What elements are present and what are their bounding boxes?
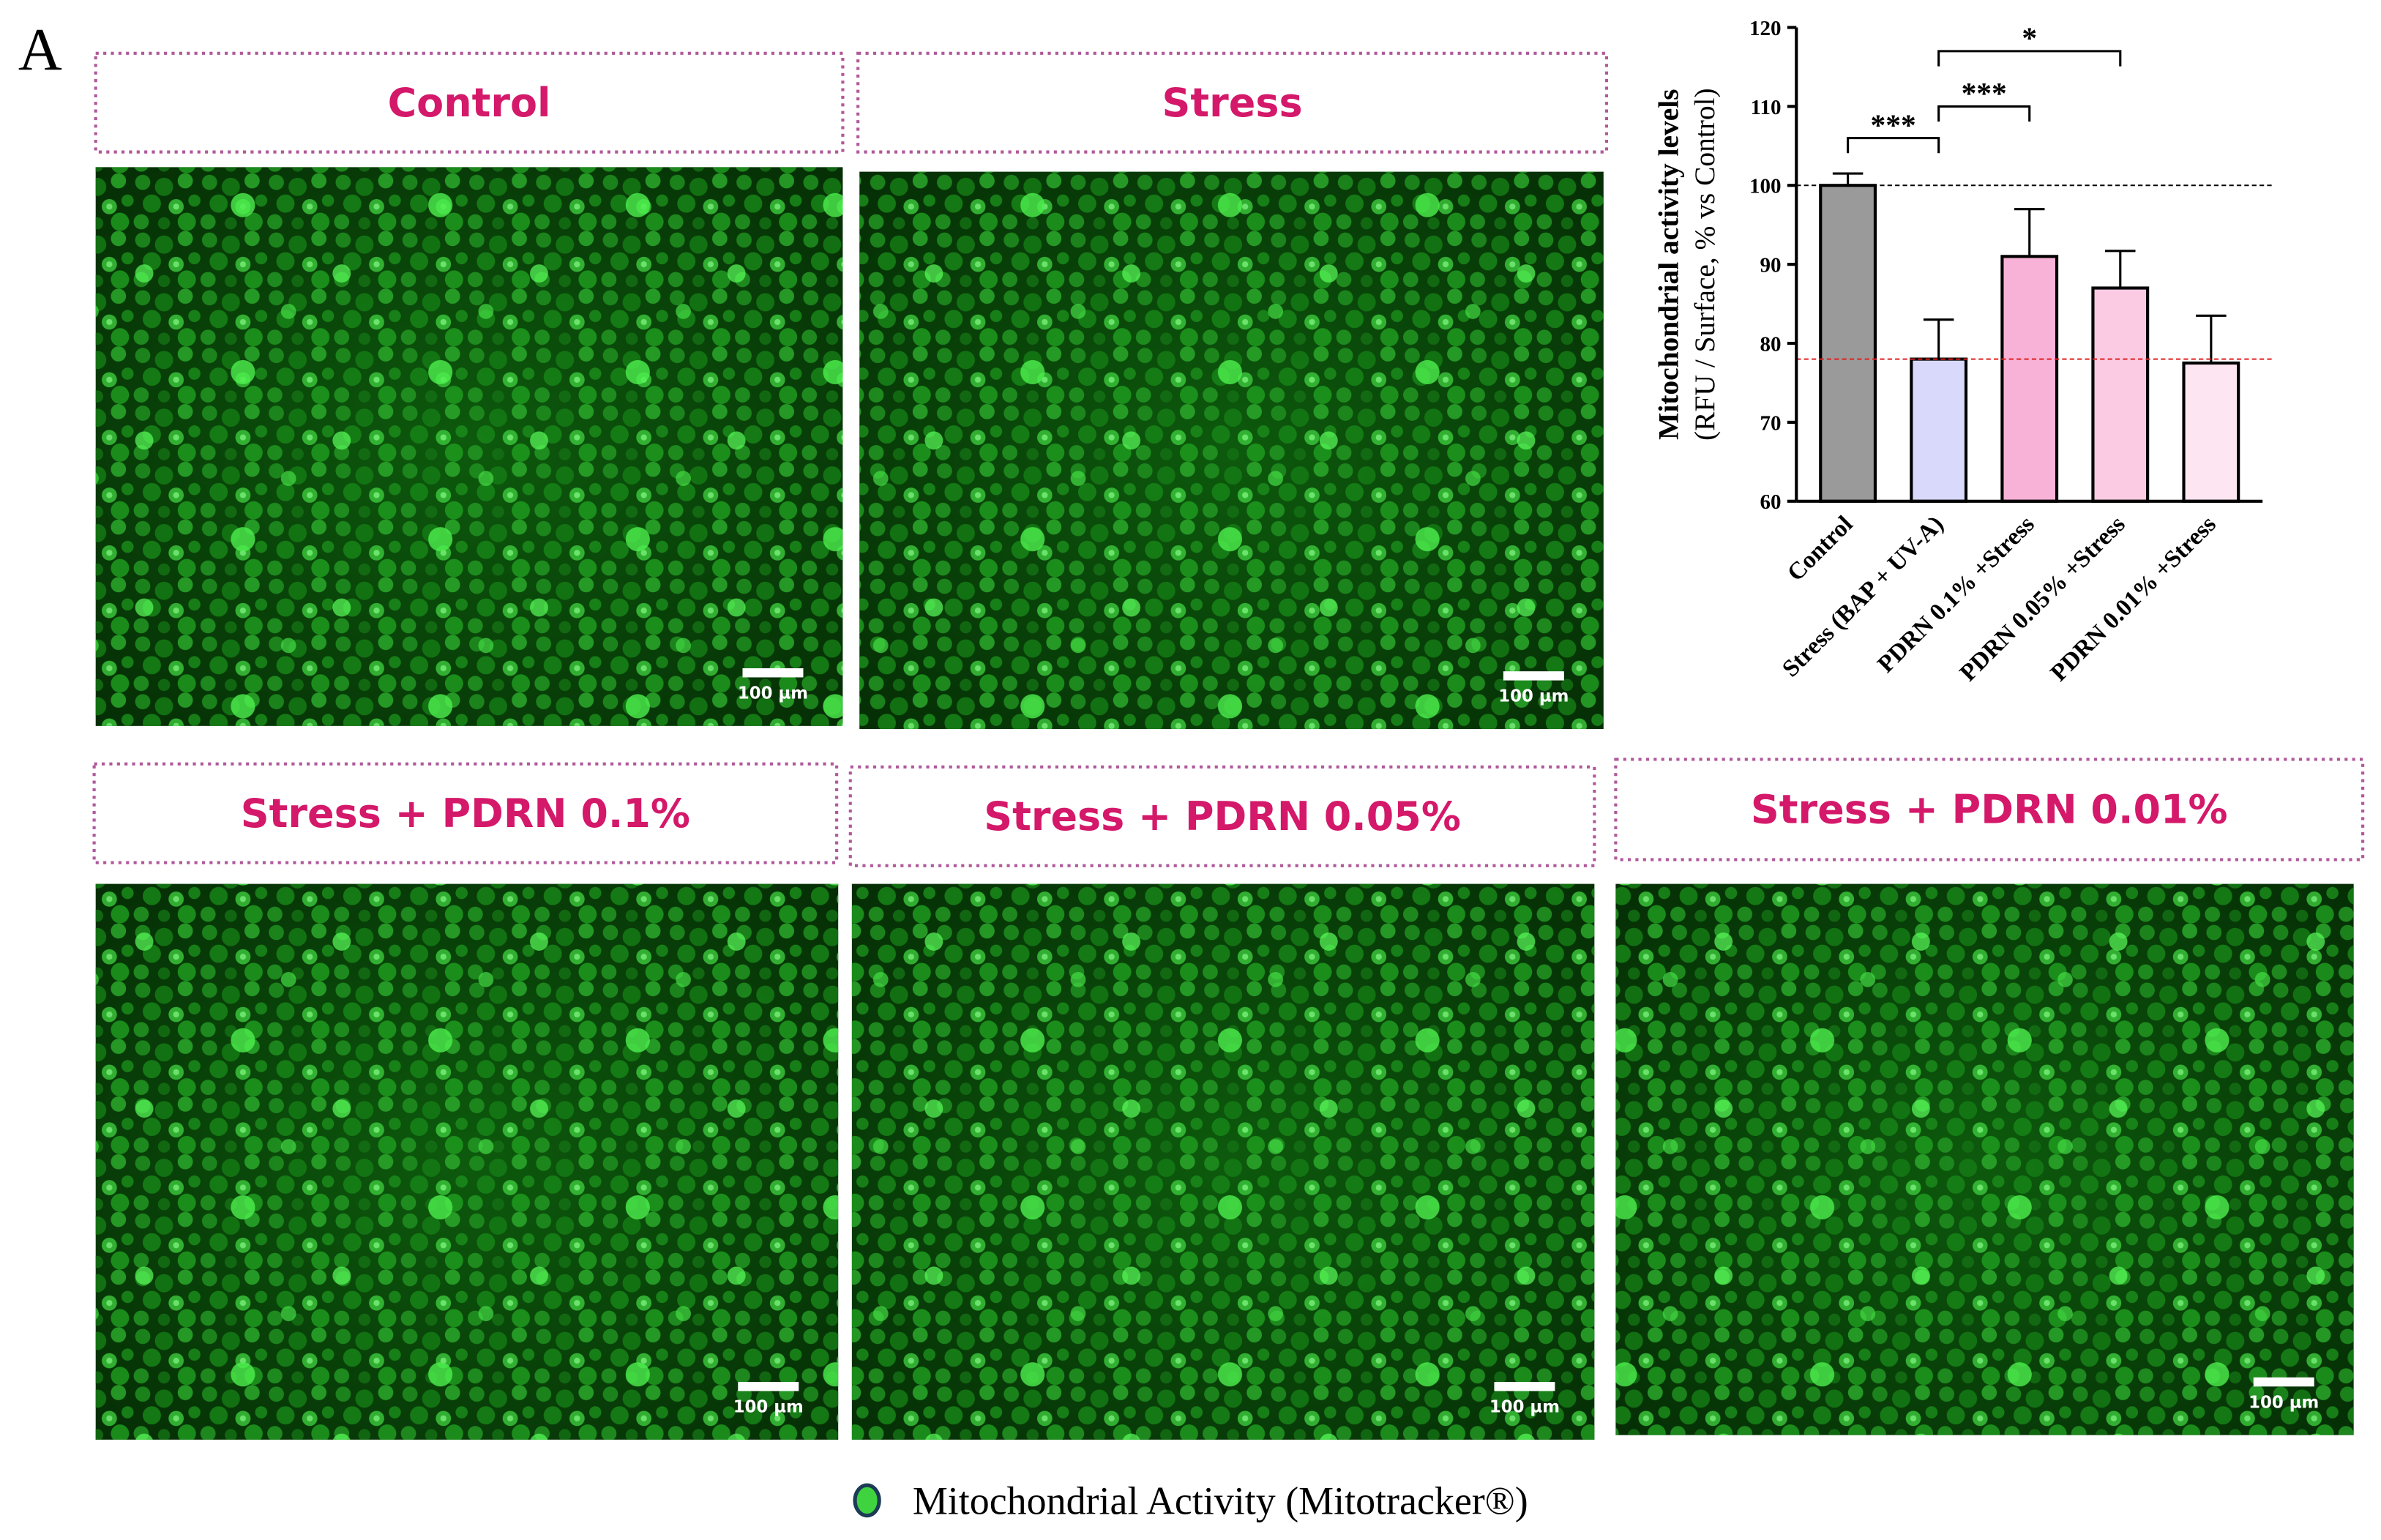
scale-bar bbox=[742, 668, 804, 678]
scale-bar-label: 100 µm bbox=[2249, 1393, 2319, 1412]
x-tick-label: PDRN 0.1% +Stress bbox=[1872, 510, 2040, 678]
panel-title: Stress + PDRN 0.05% bbox=[984, 793, 1461, 840]
bar bbox=[1819, 184, 1877, 503]
bar bbox=[1910, 357, 1968, 503]
panel-title: Control bbox=[388, 80, 551, 126]
y-tick-label: 70 bbox=[1760, 411, 1781, 435]
title-box bbox=[856, 51, 1609, 154]
micrograph-bright bbox=[95, 883, 839, 1440]
x-tick-label: PDRN 0.01% +Stress bbox=[2045, 510, 2221, 687]
scale-bar-label: 100 µm bbox=[1489, 1398, 1560, 1417]
y-tick-label: 90 bbox=[1760, 254, 1781, 277]
title-box bbox=[1614, 758, 2365, 861]
significance-bracket bbox=[1847, 136, 1940, 154]
panel-label: A bbox=[18, 16, 62, 83]
scale-bar-label: 100 µm bbox=[1498, 687, 1569, 706]
y-axis-label: (RFU / Surface, % vs Control) bbox=[1689, 88, 1721, 441]
y-tick-label: 110 bbox=[1751, 96, 1782, 119]
title-box bbox=[94, 51, 845, 154]
scale-bar bbox=[1503, 671, 1564, 681]
significance-label: * bbox=[2022, 21, 2037, 55]
panel-title: Stress bbox=[1162, 80, 1303, 126]
scale-bar bbox=[1494, 1382, 1555, 1391]
x-tick-label: Control bbox=[1782, 510, 1858, 586]
title-box bbox=[92, 762, 839, 864]
y-tick-label: 120 bbox=[1749, 17, 1782, 40]
bar-chart: 60 70 80 90 100 110 120 Mitochondrial activity … bbox=[1652, 17, 2275, 687]
x-tick-label: PDRN 0.05% +Stress bbox=[1954, 510, 2131, 687]
panel-title: Stress + PDRN 0.01% bbox=[1751, 787, 2228, 833]
micrograph-bright bbox=[851, 883, 1595, 1440]
significance-bracket bbox=[1937, 50, 2122, 67]
bar bbox=[2182, 361, 2240, 503]
micrograph-bright bbox=[1615, 883, 2354, 1435]
significance-bracket bbox=[1937, 105, 2031, 122]
scale-bar bbox=[738, 1382, 799, 1391]
bar bbox=[2091, 286, 2150, 503]
panel-title: Stress + PDRN 0.1% bbox=[241, 790, 690, 837]
significance-label: *** bbox=[1871, 108, 1916, 141]
legend-swatch bbox=[853, 1483, 881, 1518]
scale-bar bbox=[2253, 1377, 2314, 1387]
micrograph-bright bbox=[95, 167, 843, 726]
legend-label: Mitochondrial Activity (Mitotracker®) bbox=[913, 1479, 1528, 1523]
x-tick-label: Stress (BAP + UV-A) bbox=[1777, 510, 1949, 682]
y-axis-label: Mitochondrial activity levels bbox=[1652, 89, 1684, 439]
legend: Mitochondrial Activity (Mitotracker®) bbox=[853, 1479, 1528, 1523]
title-box bbox=[848, 765, 1596, 867]
scale-bar-label: 100 µm bbox=[733, 1398, 804, 1417]
y-tick-label: 60 bbox=[1760, 490, 1781, 514]
micrograph-bright bbox=[859, 171, 1604, 729]
significance-label: *** bbox=[1962, 76, 2007, 110]
scale-bar-label: 100 µm bbox=[738, 684, 808, 703]
y-tick-label: 80 bbox=[1760, 332, 1781, 356]
bar bbox=[2000, 255, 2059, 503]
y-tick-label: 100 bbox=[1749, 175, 1782, 198]
